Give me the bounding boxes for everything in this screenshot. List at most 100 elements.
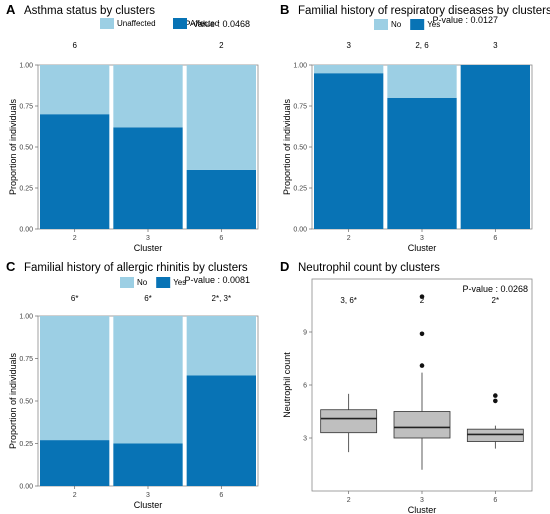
bar-yes bbox=[387, 97, 457, 229]
bar-unaffected bbox=[40, 65, 110, 115]
legend: Unaffected Affected bbox=[100, 18, 219, 29]
legend-label: Affected bbox=[190, 19, 219, 28]
p-value: P-value : 0.0127 bbox=[432, 15, 498, 25]
legend-swatch bbox=[100, 18, 114, 29]
x-axis-label: Cluster bbox=[134, 243, 163, 253]
legend-swatch bbox=[410, 19, 425, 30]
y-tick-label: 0.50 bbox=[293, 145, 307, 152]
significance-label: 6* bbox=[71, 294, 79, 303]
bar-yes bbox=[314, 73, 384, 229]
y-tick-label: 0.75 bbox=[19, 104, 33, 111]
y-tick-label: 0.00 bbox=[19, 227, 33, 234]
y-tick-label: 0.75 bbox=[293, 104, 307, 111]
bar-yes bbox=[113, 443, 183, 486]
outlier-point bbox=[493, 398, 498, 404]
y-axis-label: Proportion of individuals bbox=[8, 352, 18, 449]
legend-swatch bbox=[120, 277, 134, 288]
significance-label: 6 bbox=[72, 41, 77, 50]
x-tick-label: 3 bbox=[146, 492, 150, 499]
bar-yes bbox=[460, 65, 530, 229]
legend-label: Yes bbox=[427, 20, 440, 29]
bar-yes bbox=[40, 440, 110, 486]
y-tick-label: 6 bbox=[303, 383, 307, 390]
panel-letter: B bbox=[280, 2, 289, 17]
panel-a: A Asthma status by clusters P-value : 0.04… bbox=[6, 2, 259, 253]
outlier-point bbox=[493, 393, 498, 398]
chart-title: Asthma status by clusters bbox=[24, 5, 155, 17]
x-tick-label: 2 bbox=[73, 492, 77, 499]
bar-affected bbox=[113, 127, 183, 229]
y-tick-label: 9 bbox=[303, 330, 307, 337]
box bbox=[320, 409, 378, 434]
y-tick-label: 1.00 bbox=[19, 63, 33, 70]
x-tick-label: 2 bbox=[73, 235, 77, 242]
y-tick-label: 0.50 bbox=[19, 145, 33, 152]
significance-label: 2, 6 bbox=[415, 41, 429, 50]
bar-unaffected bbox=[113, 65, 183, 128]
legend-swatch bbox=[173, 18, 187, 29]
y-tick-label: 0.00 bbox=[19, 484, 33, 491]
y-tick-label: 1.00 bbox=[293, 63, 307, 70]
x-tick-label: 3 bbox=[146, 235, 150, 242]
legend-label: Yes bbox=[173, 278, 186, 287]
panel-d: D Neutrophil count by clusters P-value : 0… bbox=[280, 259, 533, 514]
bar-no bbox=[113, 316, 183, 444]
y-tick-label: 1.00 bbox=[19, 314, 33, 321]
box bbox=[466, 428, 524, 442]
x-tick-label: 6 bbox=[493, 497, 497, 504]
legend: No Yes bbox=[374, 19, 440, 30]
significance-label: 2 bbox=[219, 41, 224, 50]
legend-swatch bbox=[156, 277, 171, 288]
chart-title: Familial history of allergic rhinitis by… bbox=[24, 262, 248, 274]
chart-title: Neutrophil count by clusters bbox=[298, 262, 440, 274]
panel-letter: A bbox=[6, 2, 16, 17]
y-tick-label: 0.25 bbox=[19, 441, 33, 448]
x-tick-label: 3 bbox=[420, 235, 424, 242]
significance-label: 3 bbox=[493, 41, 498, 50]
bar-no bbox=[314, 65, 384, 74]
bar-unaffected bbox=[186, 65, 256, 170]
p-value: P-value : 0.0268 bbox=[462, 284, 528, 294]
legend: No Yes bbox=[120, 277, 186, 288]
y-tick-label: 0.75 bbox=[19, 356, 33, 363]
y-axis-label: Proportion of individuals bbox=[8, 98, 18, 195]
x-tick-label: 6 bbox=[493, 235, 497, 242]
p-value: P-value : 0.0081 bbox=[184, 275, 250, 285]
legend-label: No bbox=[391, 20, 402, 29]
p-value: P-value : 0.0468 bbox=[184, 19, 250, 29]
legend-swatch bbox=[374, 19, 388, 30]
y-tick-label: 0.00 bbox=[293, 227, 307, 234]
bar-no bbox=[40, 316, 110, 441]
significance-label: 3 bbox=[346, 41, 351, 50]
x-tick-label: 6 bbox=[219, 492, 223, 499]
panel-letter: D bbox=[280, 259, 289, 274]
outlier-point bbox=[419, 294, 425, 299]
legend-label: No bbox=[137, 278, 148, 287]
panel-letter: C bbox=[6, 259, 16, 274]
y-axis-label: Proportion of individuals bbox=[282, 98, 292, 195]
outlier-point bbox=[419, 331, 425, 337]
significance-label: 6* bbox=[144, 294, 152, 303]
x-axis-label: Cluster bbox=[134, 500, 163, 510]
x-axis-label: Cluster bbox=[408, 243, 437, 253]
y-tick-label: 0.25 bbox=[293, 186, 307, 193]
x-tick-label: 3 bbox=[420, 497, 424, 504]
significance-label: 3, 6* bbox=[340, 296, 356, 305]
x-tick-label: 2 bbox=[347, 235, 351, 242]
y-tick-label: 3 bbox=[303, 436, 307, 443]
bar-no bbox=[186, 316, 256, 376]
x-tick-label: 6 bbox=[219, 235, 223, 242]
outlier-point bbox=[419, 363, 425, 368]
x-axis-label: Cluster bbox=[408, 505, 437, 514]
bar-yes bbox=[186, 375, 256, 486]
panel-c: C Familial history of allergic rhinitis b… bbox=[6, 259, 259, 510]
y-axis-label: Neutrophil count bbox=[282, 352, 292, 418]
bar-affected bbox=[186, 169, 256, 229]
panel-b: B Familial history of respiratory disease… bbox=[280, 2, 550, 253]
bar-no bbox=[387, 65, 457, 98]
legend-label: Unaffected bbox=[117, 19, 156, 28]
significance-label: 2*, 3* bbox=[212, 294, 232, 303]
chart-title: Familial history of respiratory diseases… bbox=[298, 5, 550, 17]
y-tick-label: 0.50 bbox=[19, 399, 33, 406]
